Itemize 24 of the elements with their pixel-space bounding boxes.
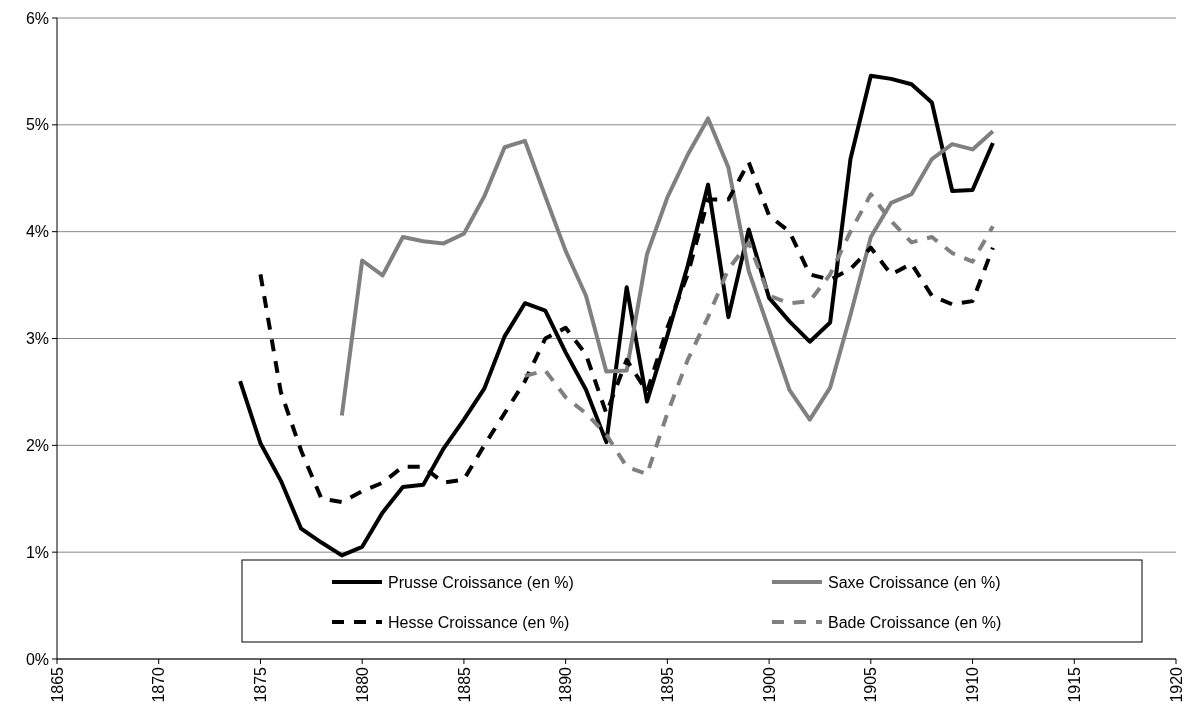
- y-tick-label: 0%: [25, 650, 49, 668]
- x-tick-label: 1910: [964, 666, 982, 703]
- x-tick-label: 1895: [658, 666, 676, 703]
- x-tick-label: 1870: [150, 666, 168, 703]
- legend-label: Saxe Croissance (en %): [828, 573, 1001, 591]
- y-tick-label: 6%: [25, 9, 49, 27]
- y-tick-label: 2%: [25, 436, 49, 454]
- x-tick-label: 1900: [760, 666, 778, 703]
- legend-label: Hesse Croissance (en %): [388, 613, 570, 631]
- x-tick-label: 1885: [455, 666, 473, 703]
- y-tick-label: 1%: [25, 543, 49, 561]
- x-tick-label: 1905: [862, 666, 880, 703]
- x-tick-label: 1880: [353, 666, 371, 703]
- x-tick-label: 1920: [1167, 666, 1185, 703]
- y-tick-label: 5%: [25, 116, 49, 134]
- y-tick-label: 4%: [25, 223, 49, 241]
- x-tick-label: 1875: [252, 666, 270, 703]
- y-tick-label: 3%: [25, 330, 49, 348]
- x-tick-label: 1890: [557, 666, 575, 703]
- x-tick-label: 1865: [48, 666, 66, 703]
- legend-label: Bade Croissance (en %): [828, 613, 1002, 631]
- line-series: [238, 73, 995, 558]
- x-tick-label: 1915: [1065, 666, 1083, 703]
- legend-label: Prusse Croissance (en %): [388, 573, 574, 591]
